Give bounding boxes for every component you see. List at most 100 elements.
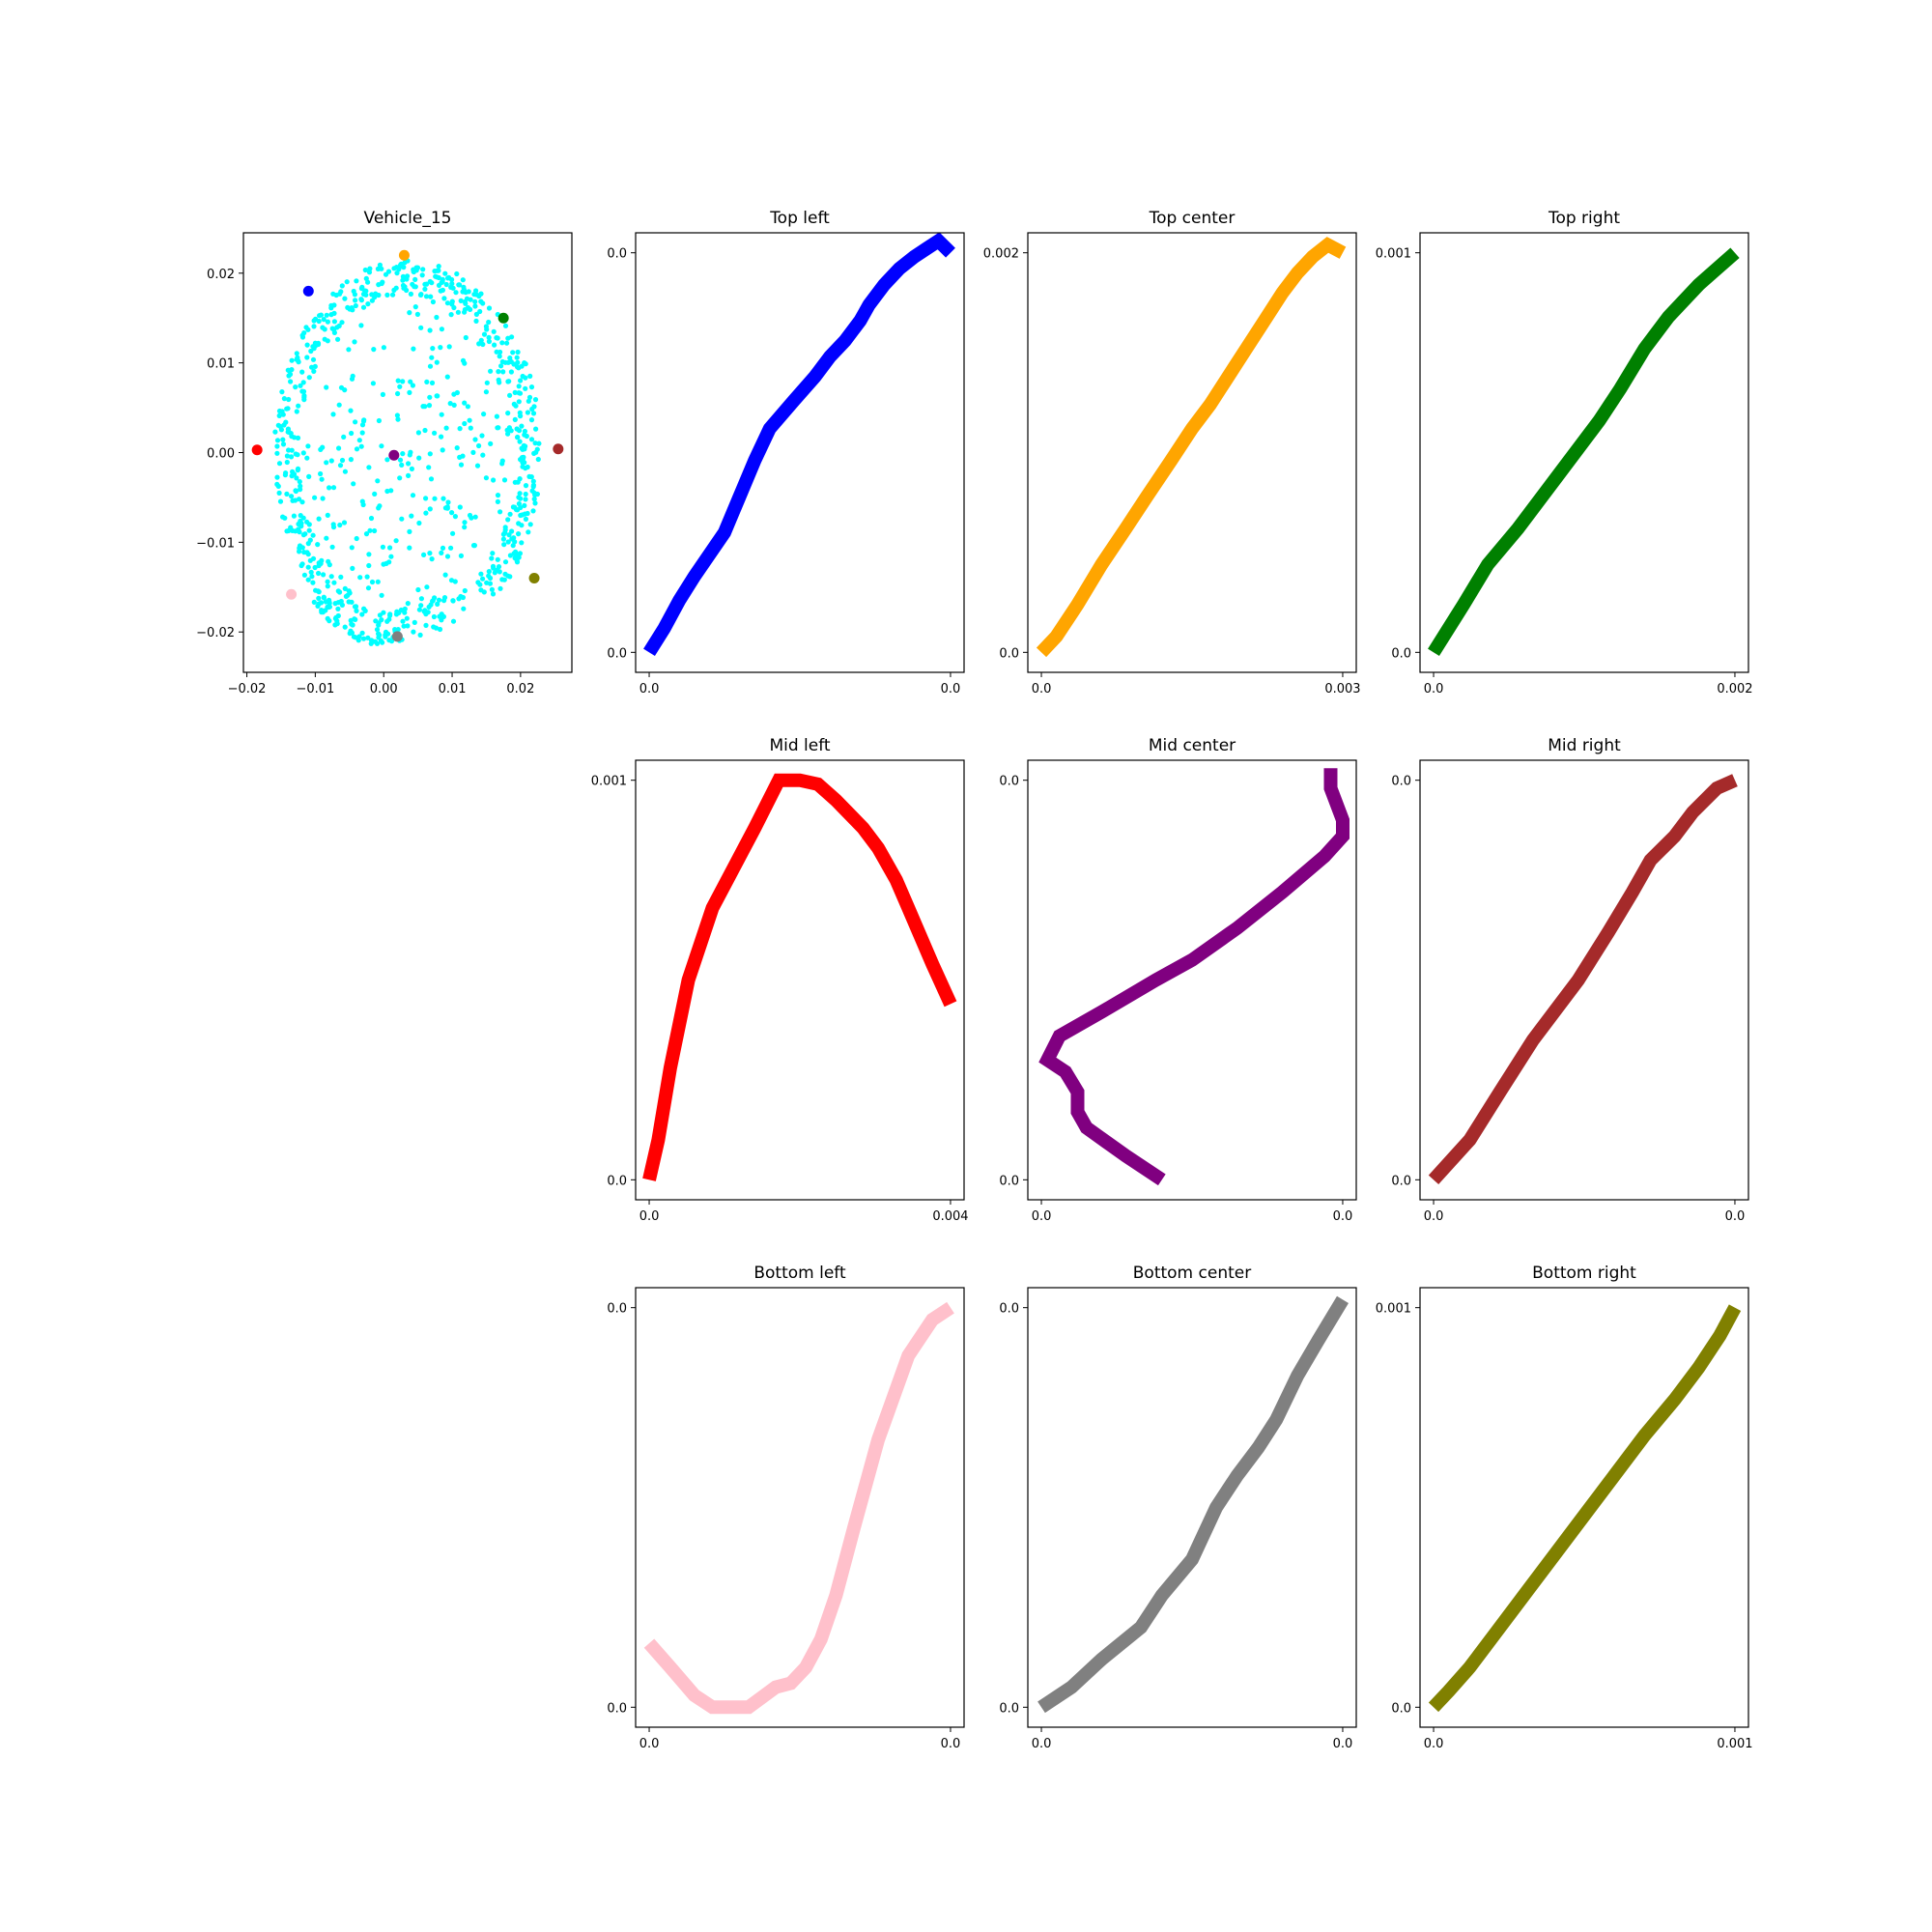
scatter-point: [306, 522, 312, 527]
series-line: [1037, 1295, 1349, 1714]
scatter-point: [309, 574, 315, 580]
scatter-point: [530, 508, 536, 514]
scatter-point: [398, 262, 404, 268]
scatter-point: [280, 514, 286, 520]
scatter-point: [354, 608, 359, 614]
scatter-point: [497, 585, 503, 591]
line-9-frame: [1419, 1287, 1749, 1728]
scatter-point: [337, 522, 343, 528]
scatter-point: [379, 443, 384, 449]
x-tick-label: 0.02: [506, 682, 534, 696]
scatter-point: [366, 552, 372, 557]
scatter-point: [349, 430, 355, 437]
scatter-point: [491, 477, 497, 483]
scatter-point: [527, 522, 533, 527]
scatter-point: [390, 292, 396, 298]
scatter-point: [315, 542, 321, 548]
scatter-point: [465, 304, 471, 311]
scatter-point: [330, 522, 336, 527]
scatter-point: [450, 530, 456, 536]
scatter-point: [410, 383, 415, 388]
scatter-point: [519, 523, 525, 528]
x-tick-label: 0.0: [1424, 1209, 1444, 1224]
scatter-point: [522, 502, 527, 509]
scatter-point: [343, 593, 349, 600]
scatter-point: [445, 499, 451, 505]
scatter-point: [523, 361, 528, 367]
scatter-point: [481, 412, 487, 417]
scatter-point: [335, 588, 341, 594]
scatter-point: [362, 267, 368, 273]
scatter-point: [442, 505, 448, 511]
scatter-point: [481, 589, 487, 595]
scatter-point: [318, 470, 324, 477]
scatter-point: [438, 288, 443, 294]
scatter-point: [443, 281, 449, 288]
scatter-point: [470, 449, 476, 455]
scatter-point: [523, 385, 528, 391]
scatter-point: [383, 271, 389, 277]
scatter-point: [384, 292, 390, 298]
scatter-point: [436, 264, 441, 270]
scatter-point: [359, 611, 365, 617]
subplot-title: Vehicle_15: [364, 209, 452, 228]
scatter-point: [327, 562, 332, 568]
scatter-point: [516, 428, 523, 434]
scatter-point: [516, 531, 522, 537]
scatter-point: [488, 440, 494, 446]
scatter-point: [401, 623, 407, 629]
scatter-point: [449, 510, 455, 516]
scatter-point: [412, 304, 418, 310]
scatter-point: [366, 562, 372, 569]
scatter-point: [341, 434, 347, 440]
line-subplot-6: Mid right 0.0 0.0 0.0 0.0: [1391, 736, 1749, 1224]
scatter-point: [442, 572, 448, 578]
scatter-point: [519, 455, 526, 461]
scatter-point: [328, 458, 334, 464]
scatter-point: [330, 412, 336, 417]
scatter-point: [492, 342, 497, 348]
scatter-point: [288, 454, 295, 460]
scatter-point: [461, 606, 467, 611]
scatter-point: [526, 394, 533, 400]
scatter-point: [404, 276, 410, 282]
scatter-point: [472, 437, 478, 442]
scatter-point: [523, 516, 529, 523]
scatter-point: [407, 528, 412, 535]
scatter-point: [502, 529, 508, 535]
scatter-point: [495, 556, 500, 562]
scatter-point: [476, 341, 482, 347]
y-tick-label: 0.0: [607, 646, 627, 661]
y-tick-label: 0.0: [999, 775, 1019, 789]
scatter-point: [518, 413, 524, 419]
scatter-point: [495, 492, 501, 498]
scatter-point: [505, 379, 511, 384]
scatter-point: [297, 479, 302, 485]
scatter-point: [320, 325, 326, 330]
scatter-point: [509, 528, 515, 534]
scatter-point: [439, 550, 444, 556]
scatter-point: [517, 476, 523, 482]
scatter-point: [480, 576, 486, 582]
highlight-point-orange: [398, 249, 410, 261]
scatter-point: [432, 430, 438, 436]
scatter-point: [472, 298, 478, 304]
scatter-point: [306, 375, 312, 381]
scatter-point: [507, 511, 513, 517]
scatter-point: [348, 457, 354, 463]
scatter-point: [325, 579, 330, 584]
scatter-point: [506, 532, 512, 538]
scatter-point: [353, 298, 358, 303]
scatter-point: [494, 349, 499, 355]
scatter-point: [295, 435, 301, 440]
scatter-point: [523, 497, 528, 502]
scatter-point: [288, 379, 294, 384]
scatter-point: [417, 632, 423, 639]
scatter-point: [415, 430, 421, 436]
scatter-point: [358, 298, 364, 303]
scatter-point: [311, 368, 317, 374]
scatter-point: [490, 563, 497, 570]
scatter-point: [339, 602, 345, 609]
scatter-point: [381, 345, 386, 351]
scatter-point: [293, 384, 298, 390]
